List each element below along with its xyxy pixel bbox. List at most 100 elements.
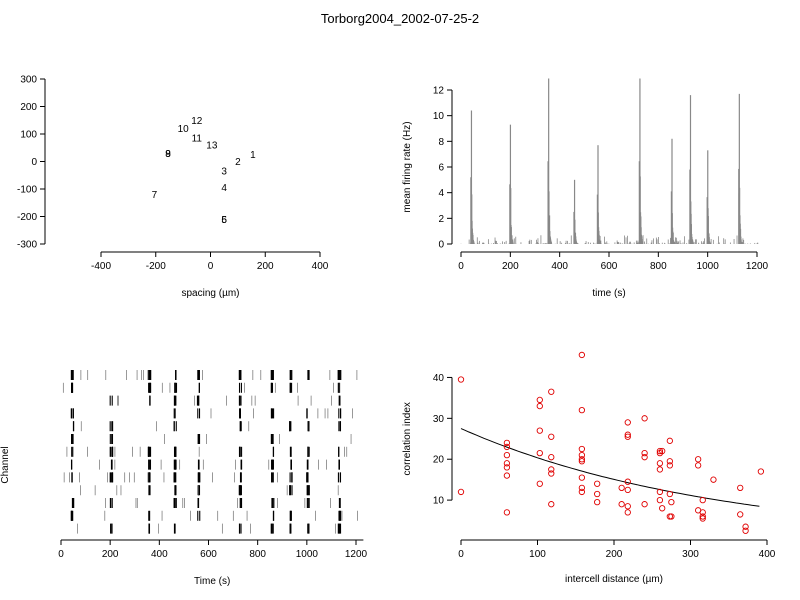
x-axis-label: spacing (µm) (182, 288, 240, 299)
x-tick-label: 400 (759, 549, 776, 560)
data-point (666, 437, 673, 444)
x-tick-label: 400 (151, 549, 168, 560)
data-point (666, 458, 673, 465)
x-tick-label: 0 (458, 261, 464, 272)
data-point (578, 484, 586, 491)
fit-curve (460, 428, 760, 507)
data-point (624, 509, 631, 516)
x-tick-label: 1200 (746, 261, 769, 272)
x-tick-label: 400 (312, 261, 329, 272)
data-point (618, 484, 625, 491)
x-tick-label: 800 (650, 261, 667, 272)
y-tick-label: 0 (31, 157, 37, 168)
data-point (656, 488, 664, 496)
data-point (578, 456, 586, 463)
y-tick-label: 40 (433, 373, 445, 384)
data-point (666, 462, 673, 469)
data-point (578, 474, 586, 481)
electrode-label: 5 (221, 215, 227, 226)
data-point (699, 509, 706, 516)
x-tick-label: 0 (58, 549, 64, 560)
data-point (695, 456, 702, 463)
data-point (737, 511, 744, 518)
y-axis-label: correlation index (402, 402, 413, 475)
x-tick-label: 0 (458, 549, 464, 560)
data-point (668, 513, 675, 520)
data-point (503, 451, 511, 459)
data-point (503, 460, 511, 467)
data-point (624, 419, 631, 426)
electrode-label: 2 (235, 157, 241, 168)
data-point (548, 433, 555, 440)
data-point (624, 431, 631, 438)
data-point (695, 462, 702, 469)
data-point (710, 476, 717, 483)
data-point (641, 501, 648, 508)
y-tick-label: 200 (20, 102, 37, 113)
data-point (594, 499, 601, 506)
electrode-label: 10 (178, 124, 190, 135)
x-tick-label: 200 (606, 549, 623, 560)
data-point (641, 415, 648, 422)
data-point (699, 513, 706, 520)
data-point (742, 523, 749, 530)
data-point (668, 499, 675, 506)
data-point (578, 488, 586, 496)
x-tick-label: 1000 (296, 549, 319, 560)
data-point (548, 454, 555, 461)
x-tick-label: 1200 (345, 549, 368, 560)
data-point (742, 527, 749, 534)
data-point (656, 447, 664, 455)
y-axis-label: mean firing rate (Hz) (402, 121, 413, 212)
electrode-label: 12 (191, 116, 203, 127)
data-point (578, 445, 586, 453)
data-point (536, 449, 543, 457)
data-point (578, 451, 586, 459)
data-point (737, 484, 744, 491)
page-title: Torborg2004_2002-07-25-2 (320, 11, 480, 26)
data-point (536, 402, 543, 410)
electrode-label: 7 (152, 190, 158, 201)
data-point (503, 443, 511, 451)
data-point (548, 501, 555, 508)
data-point (618, 501, 625, 508)
y-tick-label: -200 (17, 212, 37, 223)
electrode-label: 4 (221, 183, 227, 194)
data-point (503, 439, 511, 447)
data-point (624, 486, 631, 494)
data-point (503, 472, 511, 479)
y-tick-label: 300 (20, 75, 37, 86)
x-tick-label: -200 (146, 261, 166, 272)
data-point (659, 505, 666, 512)
y-tick-label: 10 (433, 111, 445, 122)
data-point (656, 466, 664, 473)
x-tick-label: 1000 (697, 261, 720, 272)
electrode-label: 13 (206, 141, 218, 152)
x-tick-label: 200 (502, 261, 519, 272)
x-tick-label: 600 (200, 549, 217, 560)
data-point (578, 407, 586, 414)
data-point (578, 458, 586, 465)
data-point (757, 468, 765, 475)
x-tick-label: 0 (208, 261, 214, 272)
data-point (624, 433, 631, 440)
data-point (536, 427, 543, 434)
y-tick-label: 12 (433, 86, 445, 97)
data-point (548, 466, 555, 473)
x-tick-label: 600 (601, 261, 618, 272)
y-tick-label: 10 (433, 496, 445, 507)
y-tick-label: 100 (20, 130, 37, 141)
data-point (666, 490, 673, 498)
data-point (536, 396, 543, 404)
electrode-label: 3 (221, 167, 227, 178)
x-axis-label: time (s) (592, 288, 625, 299)
data-point (457, 376, 465, 383)
y-tick-label: 8 (438, 137, 444, 148)
x-tick-label: -400 (91, 261, 111, 272)
y-tick-label: 4 (438, 188, 444, 199)
y-axis-label: Channel (0, 446, 11, 483)
electrode-label: 8 (165, 149, 171, 160)
y-tick-label: 2 (438, 214, 444, 225)
